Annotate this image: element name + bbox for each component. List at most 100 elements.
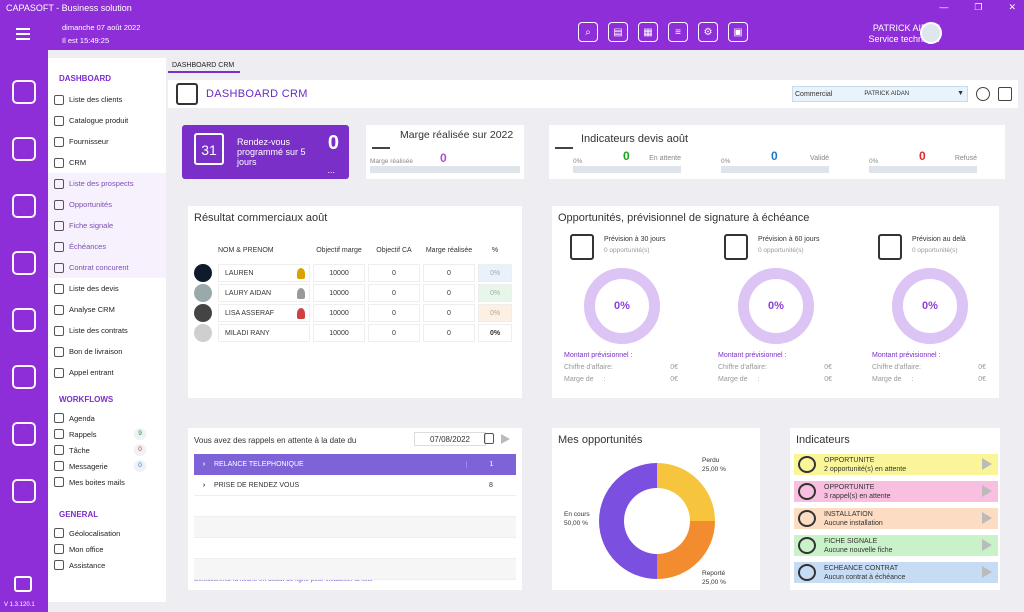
indicateur-item[interactable]: OPPORTUNITE 3 rappel(s) en attente xyxy=(794,481,998,502)
document-icon[interactable]: ▤ xyxy=(608,22,628,42)
clipboard-icon[interactable]: ▣ xyxy=(728,22,748,42)
rappels-date-input[interactable]: 07/08/2022 xyxy=(414,432,486,446)
play-icon[interactable] xyxy=(982,485,992,497)
slice-value-label: 25,00 % xyxy=(702,579,726,586)
table-row[interactable]: LAURY AIDAN 10000 0 0 0% xyxy=(191,284,512,302)
coins-icon[interactable]: ≡ xyxy=(668,22,688,42)
chevron-down-icon[interactable]: ▼ xyxy=(957,90,964,97)
workflow-item[interactable]: Rappels 9 xyxy=(48,426,166,442)
menu-item[interactable]: Appel entrant xyxy=(48,362,166,383)
rappel-row[interactable]: › PRISE DE RENDEZ VOUS 8 xyxy=(194,475,516,496)
menu-toggle-icon[interactable] xyxy=(16,28,30,43)
home-icon[interactable] xyxy=(12,80,36,104)
marge-sep: : xyxy=(603,376,606,383)
play-icon[interactable] xyxy=(501,434,510,444)
slice-category-label: Perdu xyxy=(702,457,720,464)
menu-item[interactable]: Liste des clients xyxy=(48,89,166,110)
general-item[interactable]: Géolocalisation xyxy=(48,525,166,541)
rdv-more-button[interactable]: ... xyxy=(327,165,335,175)
stats-icon[interactable] xyxy=(12,422,36,446)
cart-icon[interactable] xyxy=(12,251,36,275)
invoice-icon[interactable] xyxy=(12,365,36,389)
general-item[interactable]: Assistance xyxy=(48,557,166,573)
indicateur-item[interactable]: FICHE SIGNALE Aucune nouvelle fiche xyxy=(794,535,998,556)
marge-sub: Marge réalisée xyxy=(370,158,413,165)
play-icon[interactable] xyxy=(982,539,992,551)
play-icon[interactable] xyxy=(982,512,992,524)
table-row[interactable]: MILADI RANY 10000 0 0 0% xyxy=(191,324,512,342)
menu-item[interactable]: Fournisseur xyxy=(48,131,166,152)
calendar-icon[interactable] xyxy=(484,433,494,444)
donut-slice-reporte[interactable] xyxy=(657,521,715,579)
prevision-donut: 0% xyxy=(738,268,814,344)
calendar-icon[interactable]: ▦ xyxy=(638,22,658,42)
menu-item[interactable]: Catalogue produit xyxy=(48,110,166,131)
ca-value: 0€ xyxy=(670,364,678,371)
menu-item[interactable]: Échéances xyxy=(48,236,166,257)
avatar[interactable] xyxy=(920,22,942,44)
cell-obj-marge: 10000 xyxy=(313,264,365,282)
workflow-item[interactable]: Tâche 0 xyxy=(48,442,166,458)
gear-icon[interactable]: ⚙ xyxy=(698,22,718,42)
indicateur-item[interactable]: INSTALLATION Aucune installation xyxy=(794,508,998,529)
rdv-card[interactable]: 31 Rendez-vous programmé sur 5 jours 0 .… xyxy=(182,125,349,179)
rappel-label: PRISE DE RENDEZ VOUS xyxy=(214,481,300,489)
general-item[interactable]: Mon office xyxy=(48,541,166,557)
prevision-column: Prévision à 30 jours 0 opportunité(s) 0% Mo… xyxy=(564,232,714,398)
play-icon[interactable] xyxy=(982,458,992,470)
prevision-sub: 0 opportunité(s) xyxy=(758,247,804,254)
menu-item[interactable]: Liste des contrats xyxy=(48,320,166,341)
table-row[interactable]: LAUREN 10000 0 0 0% xyxy=(191,264,512,282)
ca-label: Chiffre d'affaire: xyxy=(718,364,767,371)
donut-slice-en-cours[interactable] xyxy=(599,463,657,579)
crm-hand-icon[interactable] xyxy=(12,194,36,218)
prevision-donut: 0% xyxy=(892,268,968,344)
play-icon[interactable] xyxy=(982,566,992,578)
medal-icon xyxy=(297,308,305,319)
commercial-select[interactable]: Commercial PATRICK AIDAN ▼ xyxy=(792,86,968,102)
menu-item[interactable]: Analyse CRM xyxy=(48,299,166,320)
menu-item[interactable]: Liste des devis xyxy=(48,278,166,299)
close-button[interactable]: ✕ xyxy=(1008,2,1016,12)
menu-item[interactable]: Bon de livraison xyxy=(48,341,166,362)
indicateur-sub: Aucune nouvelle fiche xyxy=(824,547,893,554)
table-row[interactable]: LISA ASSERAF 10000 0 0 0% xyxy=(191,304,512,322)
menu-item-icon xyxy=(54,136,64,147)
resultats-title: Résultat commerciaux août xyxy=(194,212,328,224)
maximize-button[interactable]: ❐ xyxy=(974,2,983,12)
menu-item[interactable]: Liste des prospects xyxy=(48,173,166,194)
user-role: Service technique xyxy=(868,34,940,44)
indicateur-item[interactable]: ECHEANCE CONTRAT Aucun contrat à échéance xyxy=(794,562,998,583)
card-icon[interactable] xyxy=(998,87,1012,101)
ca-label: Chiffre d'affaire: xyxy=(564,364,613,371)
dashboard-icon[interactable] xyxy=(12,137,36,161)
general-item-label: Géolocalisation xyxy=(69,528,121,538)
settings-icon[interactable] xyxy=(12,479,36,503)
select-value: PATRICK AIDAN xyxy=(864,91,910,97)
minimize-button[interactable]: — xyxy=(939,2,949,12)
rappel-row[interactable]: › RELANCE TELEPHONIQUE 1 xyxy=(194,454,516,475)
menu-section-dashboard: DASHBOARD xyxy=(59,74,111,83)
search-icon[interactable]: ⌕ xyxy=(578,22,598,42)
menu-item[interactable]: Opportunités xyxy=(48,194,166,215)
donut-slice-perdu[interactable] xyxy=(657,463,715,521)
chevron-right-icon[interactable]: › xyxy=(202,461,206,468)
workflow-item[interactable]: Messagerie 0 xyxy=(48,458,166,474)
chevron-right-icon[interactable]: › xyxy=(202,481,206,489)
logout-icon[interactable] xyxy=(14,576,32,592)
dashboard-header: DASHBOARD CRM Commercial PATRICK AIDAN ▼ xyxy=(168,80,1018,108)
devis-value: 0 xyxy=(623,149,630,163)
workflow-item[interactable]: Agenda xyxy=(48,410,166,426)
menu-item[interactable]: Fiche signale xyxy=(48,215,166,236)
menu-item-label: Bon de livraison xyxy=(69,347,123,356)
cash-register-icon[interactable] xyxy=(12,308,36,332)
marge-value: 0 xyxy=(440,151,447,165)
refresh-icon[interactable] xyxy=(976,87,990,101)
devis-pct: 0% xyxy=(573,158,583,165)
workflow-item[interactable]: Mes boites mails xyxy=(48,474,166,490)
indicateur-item[interactable]: OPPORTUNITE 2 opportunité(s) en attente xyxy=(794,454,998,475)
menu-item[interactable]: Contrat concurent xyxy=(48,257,166,278)
menu-item[interactable]: CRM xyxy=(48,152,166,173)
tab-dashboard-crm[interactable]: DASHBOARD CRM xyxy=(168,62,241,73)
avatar xyxy=(194,264,212,282)
